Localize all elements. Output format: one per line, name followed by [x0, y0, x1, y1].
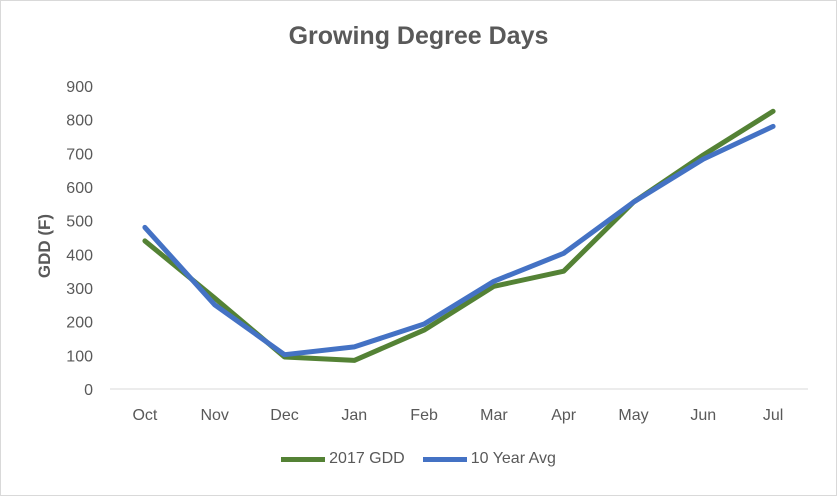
legend-item-10-year-avg: 10 Year Avg — [422, 450, 556, 468]
x-tick-label: Dec — [270, 407, 298, 424]
x-tick-label: Feb — [410, 407, 438, 424]
x-tick-label: May — [618, 407, 648, 424]
y-tick-label: 400 — [66, 247, 93, 264]
legend: 2017 GDD 10 Year Avg — [0, 450, 837, 468]
y-tick-label: 0 — [84, 382, 93, 399]
y-tick-label: 300 — [66, 281, 93, 298]
legend-item-2017-gdd: 2017 GDD — [281, 450, 405, 468]
y-tick-label: 100 — [66, 348, 93, 365]
y-tick-label: 500 — [66, 214, 93, 231]
legend-swatch-10-year-avg — [422, 456, 467, 462]
y-tick-label: 800 — [66, 113, 93, 130]
chart-title: Growing Degree Days — [288, 22, 549, 50]
x-tick-label: Oct — [132, 407, 157, 424]
legend-swatch-2017-gdd — [281, 456, 326, 462]
x-tick-label: Apr — [551, 407, 577, 424]
y-tick-label: 200 — [66, 315, 93, 332]
legend-label-2017-gdd: 2017 GDD — [329, 450, 405, 467]
y-tick-label: 600 — [66, 180, 93, 197]
y-tick-label: 700 — [66, 146, 93, 163]
x-tick-label: Jul — [763, 407, 783, 424]
y-tick-label: 900 — [66, 79, 93, 96]
x-tick-label: Mar — [480, 407, 508, 424]
x-tick-label: Nov — [200, 407, 228, 424]
legend-label-10-year-avg: 10 Year Avg — [470, 450, 556, 467]
x-tick-label: Jan — [341, 407, 367, 424]
series-line-10-year-avg — [142, 123, 776, 358]
x-tick-label: Jun — [690, 407, 716, 424]
